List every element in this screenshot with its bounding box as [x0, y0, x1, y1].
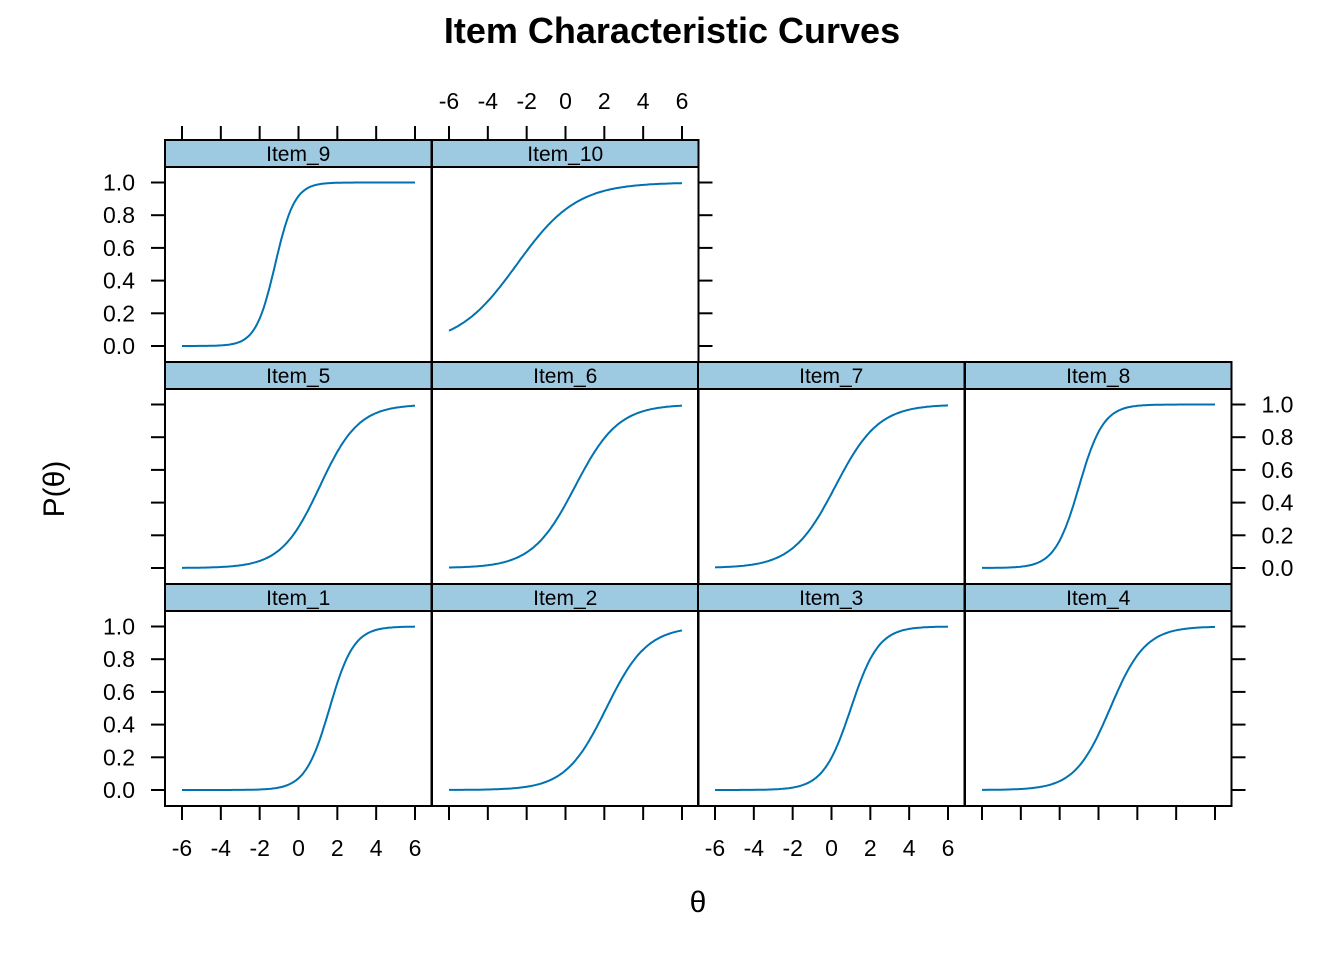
y-tick-label: 0.8: [1262, 424, 1294, 450]
x-tick-label: 6: [409, 835, 422, 861]
strip-label: Item_7: [799, 365, 863, 388]
strip-label: Item_4: [1066, 587, 1131, 610]
panel-item-2: Item_2: [431, 583, 700, 807]
strip-label: Item_1: [266, 587, 330, 610]
strip-label: Item_5: [266, 365, 330, 388]
y-tick-label: 1.0: [103, 614, 135, 640]
x-tick-label: 2: [598, 88, 611, 114]
icc-curve: [449, 629, 683, 791]
chart-title: Item Characteristic Curves: [444, 10, 900, 51]
strip-label: Item_8: [1066, 365, 1130, 388]
x-axis-label: θ: [690, 886, 707, 919]
x-tick-label: -4: [744, 835, 765, 861]
panels: Item_1 Item_2 Item_3 Item_4 Item_5 Item_6 Item…: [103, 88, 1294, 861]
y-tick-label: 0.2: [103, 300, 135, 326]
panel-frame: [431, 610, 700, 807]
y-tick-label: 0.2: [103, 744, 135, 770]
panel-item-10: Item_10: [431, 139, 700, 363]
y-tick-label: 0.0: [103, 333, 135, 359]
y-tick-label: 0.6: [103, 235, 135, 261]
y-tick-label: 1.0: [1262, 392, 1294, 418]
icc-curve: [182, 181, 415, 347]
icc-curve: [448, 182, 683, 332]
icc-curve: [714, 404, 949, 569]
y-tick-label: 0.6: [1262, 457, 1294, 483]
y-tick-label: 0.0: [103, 777, 135, 803]
x-tick-label: 4: [370, 835, 383, 861]
strip: [431, 361, 700, 390]
icc-curve: [982, 403, 1215, 569]
x-tick-label: 6: [942, 835, 955, 861]
y-tick-label: 0.8: [103, 202, 135, 228]
y-tick-label: 0.8: [103, 646, 135, 672]
y-tick-label: 1.0: [103, 170, 135, 196]
strip: [964, 361, 1233, 390]
panel-item-5: Item_5: [164, 361, 433, 585]
y-tick-label: 0.0: [1262, 555, 1294, 581]
icc-curve: [182, 625, 416, 791]
y-axis-label: P(θ): [38, 461, 71, 518]
panel-frame: [697, 610, 966, 807]
y-tick-label: 0.4: [103, 712, 135, 738]
x-tick-label: -2: [782, 835, 802, 861]
y-tick-label: 0.4: [1262, 490, 1294, 516]
x-tick-label: -6: [172, 835, 192, 861]
panel-item-6: Item_6: [431, 361, 700, 585]
strip-label: Item_2: [533, 587, 597, 610]
strip-label: Item_3: [799, 587, 863, 610]
y-tick-label: 0.6: [103, 679, 135, 705]
x-tick-label: -6: [439, 88, 459, 114]
x-tick-label: -2: [516, 88, 536, 114]
icc-curve: [449, 404, 683, 569]
panel-item-4: Item_4: [964, 583, 1233, 807]
panel-frame: [964, 610, 1233, 807]
y-tick-label: 0.2: [1262, 522, 1294, 548]
panel-frame: [431, 388, 700, 585]
x-tick-label: 0: [559, 88, 572, 114]
x-tick-label: 0: [825, 835, 838, 861]
x-tick-label: -4: [211, 835, 232, 861]
x-tick-label: 2: [331, 835, 344, 861]
panel-frame: [164, 388, 433, 585]
x-tick-label: -6: [705, 835, 725, 861]
strip-label: Item_9: [266, 143, 330, 166]
panel-frame: [164, 610, 433, 807]
strip-label: Item_10: [527, 143, 603, 166]
panel-frame: [697, 388, 966, 585]
panel-item-1: Item_1: [164, 583, 433, 807]
icc-curve: [182, 404, 416, 569]
panel-item-8: Item_8: [964, 361, 1233, 585]
x-tick-label: 4: [903, 835, 916, 861]
y-tick-label: 0.4: [103, 268, 135, 294]
icc-curve: [982, 625, 1216, 791]
panel-frame: [964, 388, 1233, 585]
x-tick-label: 2: [864, 835, 877, 861]
panel-item-9: Item_9: [164, 139, 433, 363]
x-tick-label: 6: [676, 88, 689, 114]
strip: [964, 583, 1233, 612]
x-tick-label: -2: [249, 835, 269, 861]
icc-curve: [715, 625, 949, 791]
x-tick-label: 0: [292, 835, 305, 861]
panel-item-7: Item_7: [697, 361, 966, 585]
panel-item-3: Item_3: [697, 583, 966, 807]
strip-label: Item_6: [533, 365, 597, 388]
x-tick-label: 4: [637, 88, 650, 114]
panel-frame: [431, 166, 700, 363]
x-tick-label: -4: [478, 88, 499, 114]
